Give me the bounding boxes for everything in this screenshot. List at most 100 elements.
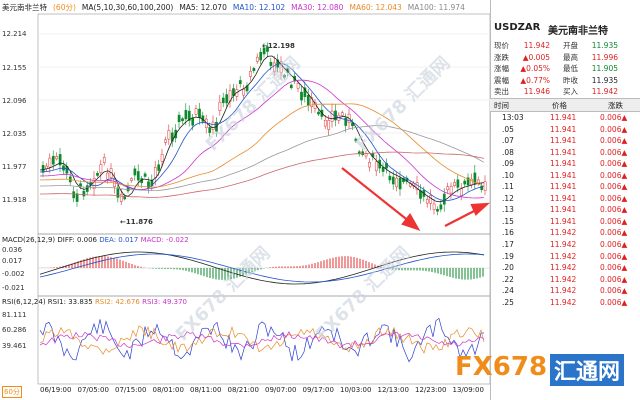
quote-cell: 买入 [563, 87, 578, 96]
candle-body [48, 157, 52, 168]
candle-body [436, 209, 439, 212]
quote-cell: ▲0.05% [520, 64, 550, 73]
candlesticks [41, 42, 487, 216]
candle-body [439, 204, 443, 210]
macd-histogram [38, 251, 490, 285]
tick-row[interactable]: .08 11.941 0.006▲ [490, 147, 640, 159]
tick-change: 0.006▲ [600, 240, 628, 250]
candle-body [398, 177, 402, 190]
period-label: (60分) [53, 3, 76, 12]
fx678-logo: FX678 [455, 352, 548, 382]
low-annotation: ←11.876 [120, 218, 153, 226]
header-time: 时间 [494, 101, 509, 110]
tick-price: 11.941 [550, 182, 577, 192]
quote-cell: 11.935 [591, 41, 618, 50]
tick-row[interactable]: .11 11.941 0.006▲ [490, 181, 640, 193]
period-button[interactable]: 60分 [2, 386, 22, 398]
ma60-line [39, 103, 485, 188]
quote-cell: ▲0.77% [520, 75, 550, 85]
tick-time: .08 [502, 147, 514, 157]
tick-row[interactable]: .25 11.942 0.006▲ [490, 297, 640, 309]
kline-chart[interactable] [0, 0, 490, 400]
ma10-line [39, 63, 485, 201]
tick-row[interactable]: .09 11.941 0.006▲ [490, 158, 640, 170]
quote-cell: 现价 [494, 41, 509, 50]
tick-change: 0.006▲ [600, 136, 628, 146]
tick-price: 11.941 [550, 170, 577, 180]
candle-body [327, 120, 331, 130]
tick-change: 0.006▲ [600, 228, 628, 238]
candle-body [255, 56, 259, 62]
tick-price: 11.942 [550, 263, 577, 273]
tick-row[interactable]: .15 11.941 0.006▲ [490, 216, 640, 228]
candle-body [72, 191, 76, 199]
candle-body [208, 127, 212, 133]
time-label: 06/19:00 [40, 386, 72, 394]
candle-body [164, 139, 167, 143]
tick-change: 0.006▲ [600, 251, 628, 261]
candle-body [96, 173, 99, 176]
tick-time: .15 [502, 216, 514, 226]
ma10-value: MA10: 12.102 [232, 3, 286, 12]
candle-body [432, 203, 436, 210]
tick-row[interactable]: .16 11.942 0.006▲ [490, 227, 640, 239]
tick-change: 0.006▲ [600, 113, 628, 122]
tick-change: 0.006▲ [600, 274, 628, 284]
rsi-title: RSI(6,12,24) RSI1: 33.835 RSI2: 42.676 R… [2, 298, 187, 306]
quote-row: 震幅 ▲0.77% 昨收 11.935 [494, 75, 638, 87]
candle-body [82, 190, 86, 197]
candle-body [388, 175, 392, 181]
quote-panel [490, 0, 640, 400]
quote-cell: 震幅 [494, 75, 509, 85]
time-label: 09/07:00 [265, 386, 297, 394]
candle-body [191, 117, 195, 126]
time-label: 12/23:00 [415, 386, 447, 394]
tick-time: .10 [502, 170, 514, 180]
tick-price: 11.941 [550, 136, 577, 146]
tick-row[interactable]: .24 11.942 0.006▲ [490, 285, 640, 297]
candle-body [55, 156, 59, 160]
tick-row[interactable]: .10 11.941 0.006▲ [490, 170, 640, 182]
tick-change: 0.006▲ [600, 159, 628, 169]
quote-cell: 11.935 [591, 75, 618, 85]
candle-body [296, 83, 300, 89]
candle-body [330, 110, 334, 122]
tick-time: .20 [502, 263, 514, 273]
tick-time: .24 [502, 286, 514, 296]
candle-body [221, 97, 225, 104]
candle-body [187, 110, 191, 121]
candle-body [470, 178, 473, 185]
tick-row[interactable]: .05 11.941 0.006▲ [490, 124, 640, 136]
tick-row[interactable]: .20 11.942 0.006▲ [490, 262, 640, 274]
tick-time: .07 [502, 136, 514, 146]
price-axis-4: 12.035 [2, 130, 27, 138]
quote-symbol: USDZAR [494, 22, 541, 33]
tick-row[interactable]: 13:03 11.941 0.006▲ [490, 112, 640, 124]
tick-row[interactable]: .19 11.942 0.006▲ [490, 251, 640, 263]
candle-body [340, 112, 344, 116]
candle-body [99, 164, 103, 174]
tick-row[interactable]: .13 11.941 0.006▲ [490, 204, 640, 216]
candle-body [225, 94, 229, 104]
tick-change: 0.006▲ [600, 124, 628, 134]
tick-row[interactable]: .07 11.941 0.006▲ [490, 135, 640, 147]
candle-body [463, 180, 467, 185]
tick-row[interactable]: .12 11.941 0.006▲ [490, 193, 640, 205]
rsi-axis-2: 60.286 [2, 326, 27, 334]
quote-cell: 11.946 [523, 87, 550, 96]
rsi-line [39, 325, 485, 355]
tick-table[interactable]: 13:03 11.941 0.006▲ .05 11.941 0.006▲ .07 11.94… [490, 112, 640, 308]
quote-summary: 现价 11.942 开盘 11.935 涨跌 ▲0.005 最高 11.996 涨幅 ▲0.05%… [494, 40, 638, 98]
tick-row[interactable]: .22 11.942 0.006▲ [490, 274, 640, 286]
price-axis-1: 12.214 [2, 30, 27, 38]
candle-body [300, 91, 303, 101]
time-label: 13/09:00 [452, 386, 484, 394]
tick-change: 0.006▲ [600, 182, 628, 192]
grid-lines [38, 33, 490, 200]
tick-row[interactable]: .17 11.942 0.006▲ [490, 239, 640, 251]
time-label: 08/11:00 [190, 386, 222, 394]
ma200-line [40, 151, 485, 198]
candle-body [361, 151, 365, 155]
macd-axis-4: -0.021 [2, 284, 25, 292]
chart-area[interactable]: 美元南非兰特 (60分) MA(5,10,30,60,100,200) MA5: 12… [0, 0, 490, 400]
